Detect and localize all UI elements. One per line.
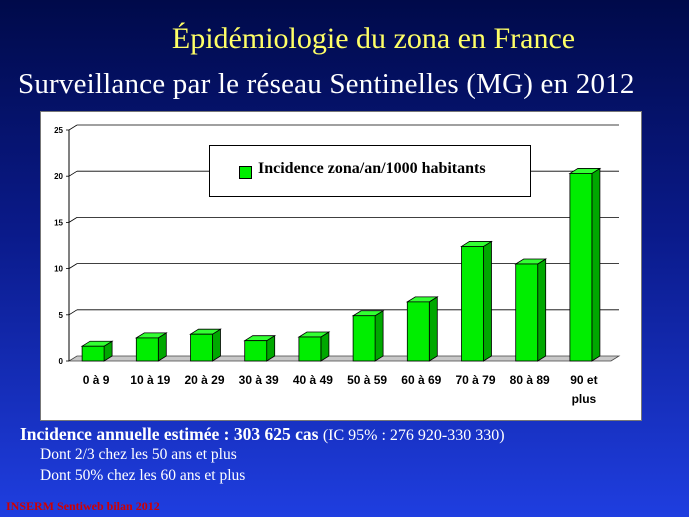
bar (461, 246, 484, 362)
x-tick-label: 40 à 49 (293, 373, 333, 387)
gridline-depth (68, 124, 78, 131)
source-credit: INSERM Sentiweb bilan 2012 (6, 499, 160, 513)
bar (406, 301, 430, 362)
x-tick-label: 10 à 19 (130, 373, 170, 387)
bar (515, 263, 539, 362)
x-tick-label: 20 à 29 (184, 373, 224, 387)
bar-side (537, 258, 547, 362)
gridline-depth (68, 309, 78, 316)
x-tick-label-line2: plus (572, 392, 597, 406)
bar (298, 336, 322, 362)
y-tick-label: 15 (54, 218, 63, 227)
bar (569, 173, 593, 362)
x-tick-label: 80 à 89 (510, 373, 550, 387)
gridline-depth (68, 170, 78, 177)
incidence-summary: Incidence annuelle estimée : 303 625 cas… (20, 424, 505, 445)
y-tick-label: 25 (54, 126, 63, 135)
gridline-depth (68, 263, 78, 269)
bar-side (374, 310, 384, 362)
chart-area: 0 5 10 15 20 25 0 à 9 10 à 19 20 à 29 30 à 39 40 à… (40, 111, 642, 421)
bar (135, 337, 159, 362)
note-over-50: Dont 2/3 chez les 50 ans et plus (40, 446, 237, 463)
x-tick-label: 90 et (570, 373, 597, 387)
bar-side (483, 240, 492, 362)
bar-side (591, 167, 601, 362)
x-tick-label: 50 à 59 (347, 373, 387, 387)
bar-side (428, 296, 438, 362)
x-tick-label: 60 à 69 (401, 373, 441, 387)
y-tick-label: 10 (54, 265, 63, 274)
bar-side (212, 328, 221, 362)
bar (352, 315, 376, 362)
x-tick-label: 0 à 9 (83, 373, 110, 387)
chart-legend: Incidence zona/an/1000 habitants (209, 145, 531, 197)
gridline-depth (68, 217, 78, 223)
note-over-60: Dont 50% chez les 60 ans et plus (40, 467, 246, 484)
incidence-estimate: Incidence annuelle estimée : 303 625 cas (20, 424, 319, 444)
x-tick-label: 70 à 79 (455, 373, 495, 387)
bar (244, 340, 268, 362)
bar (81, 345, 105, 362)
slide-subtitle: Surveillance par le réseau Sentinelles (… (18, 68, 635, 100)
slide-title: Épidémiologie du zona en France (171, 22, 576, 55)
x-tick-label: 30 à 39 (239, 373, 279, 387)
legend-swatch (239, 166, 252, 179)
y-tick-label: 20 (54, 172, 63, 181)
y-tick-label: 0 (59, 357, 64, 366)
legend-label: Incidence zona/an/1000 habitants (258, 160, 486, 177)
y-tick-label: 5 (59, 311, 64, 320)
bar (190, 333, 213, 362)
confidence-interval: (IC 95% : 276 920-330 330) (322, 427, 505, 444)
